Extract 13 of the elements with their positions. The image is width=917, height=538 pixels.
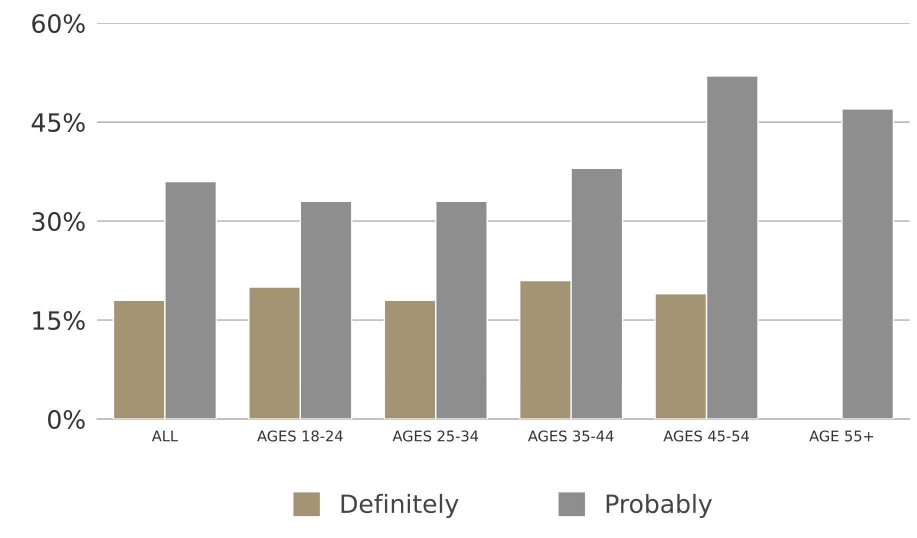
- legend-label: Definitely: [342, 494, 459, 518]
- x-tick-label: AGE 55+: [809, 430, 874, 442]
- x-tick-label: AGES 25-34: [392, 430, 478, 442]
- y-tick-label: 15%: [33, 311, 85, 330]
- x-tick-label: AGES 45-54: [663, 430, 749, 442]
- y-tick-label: 30%: [32, 212, 85, 231]
- x-tick-label: AGES 35-44: [528, 430, 614, 442]
- legend-label: Probably: [606, 494, 712, 518]
- y-tick-label: 60%: [32, 14, 85, 33]
- y-tick-label: 0%: [48, 410, 85, 429]
- x-tick-label: ALL: [152, 430, 178, 442]
- x-tick-label: AGES 18-24: [257, 430, 343, 442]
- y-tick-label: 45%: [32, 113, 85, 132]
